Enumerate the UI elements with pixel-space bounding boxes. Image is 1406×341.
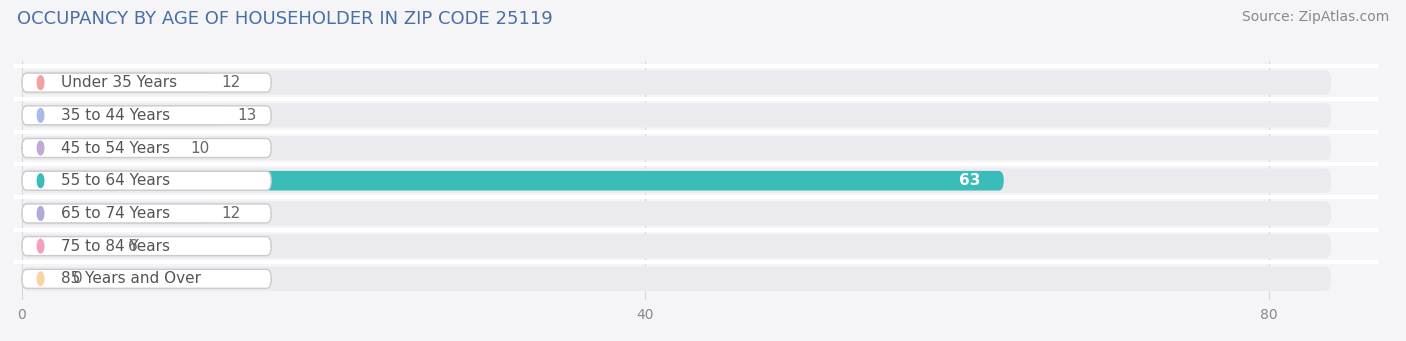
FancyBboxPatch shape	[22, 71, 1331, 95]
FancyBboxPatch shape	[22, 234, 1331, 258]
Text: 0: 0	[73, 271, 83, 286]
FancyBboxPatch shape	[22, 73, 209, 92]
FancyBboxPatch shape	[22, 106, 271, 125]
FancyBboxPatch shape	[22, 103, 1331, 128]
Circle shape	[38, 76, 44, 89]
FancyBboxPatch shape	[22, 171, 1004, 191]
FancyBboxPatch shape	[22, 204, 271, 223]
FancyBboxPatch shape	[22, 169, 1331, 193]
Text: OCCUPANCY BY AGE OF HOUSEHOLDER IN ZIP CODE 25119: OCCUPANCY BY AGE OF HOUSEHOLDER IN ZIP C…	[17, 10, 553, 28]
Text: 6: 6	[128, 239, 138, 254]
FancyBboxPatch shape	[22, 267, 1331, 291]
FancyBboxPatch shape	[22, 269, 60, 288]
FancyBboxPatch shape	[22, 237, 271, 256]
FancyBboxPatch shape	[22, 73, 271, 92]
Text: 55 to 64 Years: 55 to 64 Years	[60, 173, 170, 188]
Text: 12: 12	[221, 75, 240, 90]
Circle shape	[38, 272, 44, 286]
FancyBboxPatch shape	[22, 269, 271, 288]
FancyBboxPatch shape	[22, 105, 225, 125]
Circle shape	[38, 141, 44, 155]
Text: 63: 63	[959, 173, 980, 188]
FancyBboxPatch shape	[22, 138, 271, 158]
Text: 13: 13	[238, 108, 256, 123]
FancyBboxPatch shape	[22, 204, 209, 223]
FancyBboxPatch shape	[22, 236, 115, 256]
Text: 85 Years and Over: 85 Years and Over	[60, 271, 201, 286]
Text: 45 to 54 Years: 45 to 54 Years	[60, 140, 170, 155]
Circle shape	[38, 239, 44, 253]
Circle shape	[38, 108, 44, 122]
Text: 10: 10	[190, 140, 209, 155]
FancyBboxPatch shape	[22, 136, 1331, 160]
Text: 75 to 84 Years: 75 to 84 Years	[60, 239, 170, 254]
Text: Under 35 Years: Under 35 Years	[60, 75, 177, 90]
Text: 12: 12	[221, 206, 240, 221]
Circle shape	[38, 174, 44, 188]
Text: 65 to 74 Years: 65 to 74 Years	[60, 206, 170, 221]
FancyBboxPatch shape	[22, 171, 271, 190]
Text: Source: ZipAtlas.com: Source: ZipAtlas.com	[1241, 10, 1389, 24]
Text: 35 to 44 Years: 35 to 44 Years	[60, 108, 170, 123]
FancyBboxPatch shape	[22, 138, 177, 158]
Circle shape	[38, 207, 44, 220]
FancyBboxPatch shape	[22, 201, 1331, 225]
